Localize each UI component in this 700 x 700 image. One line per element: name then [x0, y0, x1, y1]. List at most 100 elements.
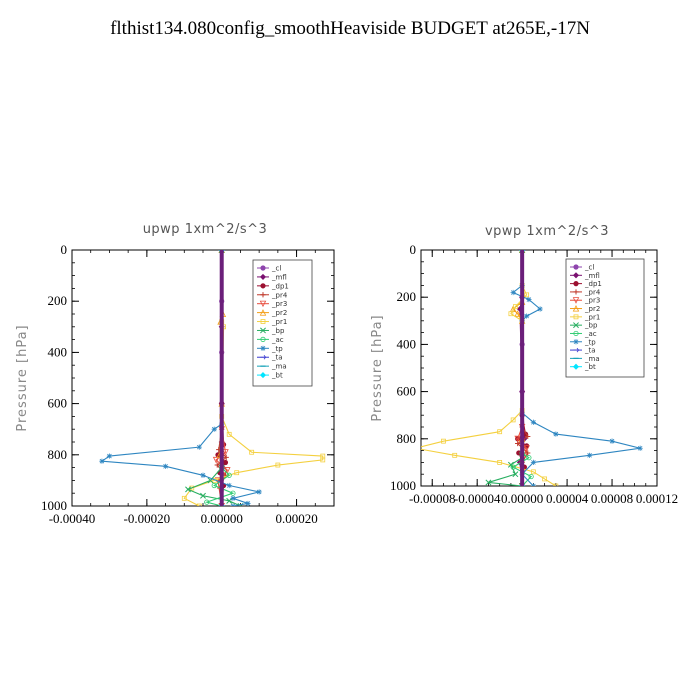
legend-marker [260, 336, 266, 342]
data-point [637, 445, 643, 451]
legend-label: _ac [271, 336, 284, 344]
data-point [609, 438, 615, 444]
data-point [512, 471, 519, 478]
legend-label: _pr4 [271, 291, 288, 299]
legend-label: _pr1 [584, 313, 600, 321]
x-tick-label: 0.00000 [501, 491, 543, 506]
chart-panel-2: 0 200 400 600 800 1000-0.00008-0.00004 0.00000… [370, 224, 678, 506]
figure-title: flthist134.080config_smoothHeaviside BUD… [110, 18, 590, 39]
data-point [530, 419, 536, 425]
legend-marker [260, 345, 266, 351]
data-point [200, 492, 206, 499]
data-point [226, 431, 232, 437]
series-area [421, 250, 643, 486]
data-point [514, 310, 521, 317]
legend-label: _pr3 [584, 297, 600, 305]
series-bp [185, 250, 244, 506]
legend-label: _ac [584, 330, 597, 338]
data-point [320, 457, 326, 463]
data-point [526, 296, 532, 303]
legend-marker [572, 305, 580, 312]
data-point [230, 503, 236, 506]
legend-label: _tp [271, 345, 283, 353]
legend-marker [573, 330, 579, 337]
panel-title: vpwp 1xm^2/s^3 [485, 224, 609, 239]
legend-label: _mfl [584, 272, 600, 280]
series-pr1 [421, 250, 559, 486]
data-point [526, 455, 532, 461]
data-point [181, 495, 187, 501]
data-point [185, 486, 191, 493]
y-tick-label: 400 [48, 344, 68, 359]
data-point [222, 449, 229, 456]
data-point [537, 306, 543, 312]
legend-label: _pr1 [271, 318, 287, 326]
panel-title: upwp 1xm^2/s^3 [143, 222, 268, 237]
legend-label: _pr3 [271, 300, 287, 308]
data-point [230, 495, 236, 501]
y-tick-label: 0 [410, 242, 417, 257]
data-point [524, 292, 530, 298]
y-tick-label: 1000 [41, 498, 67, 513]
data-point [508, 311, 514, 317]
data-point [224, 467, 231, 474]
data-point [524, 313, 530, 319]
y-tick-label: 200 [397, 289, 417, 304]
y-tick-label: 200 [48, 293, 68, 308]
data-point [223, 454, 229, 460]
data-point [525, 433, 531, 440]
data-point [162, 463, 169, 469]
legend-label: _dp1 [271, 282, 289, 290]
series-line [421, 250, 557, 486]
legend-label: _pr2 [584, 305, 600, 313]
data-point [510, 464, 516, 470]
x-tick-label: -0.00008 [409, 491, 456, 506]
data-point [530, 459, 536, 465]
data-point [507, 461, 514, 468]
legend-marker [572, 363, 580, 370]
data-point [441, 438, 446, 444]
series-line [186, 250, 241, 506]
y-tick-label: 800 [48, 447, 68, 462]
data-point [485, 479, 492, 486]
data-point [525, 450, 531, 456]
series-line [100, 250, 260, 506]
legend-marker [572, 297, 580, 304]
legend-label: _pr4 [584, 288, 601, 296]
data-point [497, 429, 503, 435]
data-point [530, 483, 536, 486]
legend-marker [573, 314, 579, 320]
legend-label: _bp [271, 327, 285, 335]
y-tick-label: 600 [48, 396, 68, 411]
chart-panel-1: 0 200 400 600 800 1000-0.00040 -0.00020 0.00000… [15, 222, 335, 526]
data-point [211, 482, 217, 489]
legend-label: _cl [584, 264, 594, 272]
data-point [245, 500, 251, 506]
data-point [249, 449, 255, 455]
legend-label: _tp [584, 338, 596, 346]
y-tick-label: 600 [397, 384, 417, 399]
legend-marker [260, 283, 266, 289]
legend-marker [260, 265, 266, 271]
legend-box [565, 258, 645, 378]
data-point [514, 435, 521, 443]
data-point [234, 470, 240, 476]
y-tick-label: 400 [397, 336, 417, 351]
y-tick-label: 0 [61, 242, 68, 257]
legend-marker [260, 319, 266, 324]
data-point [275, 462, 281, 468]
legend-label: _bp [584, 322, 598, 330]
legend-label: _bt [584, 363, 596, 371]
legend-marker [573, 339, 579, 345]
x-tick-label: 0.00000 [201, 511, 243, 526]
data-point [196, 444, 202, 450]
legend-label: _pr2 [271, 309, 287, 317]
legend-marker [260, 327, 266, 334]
legend-marker [259, 300, 267, 308]
data-point [212, 456, 220, 464]
legend-marker [573, 289, 579, 295]
legend-label: _bt [271, 372, 283, 380]
y-tick-label: 800 [397, 431, 417, 446]
x-tick-label: 0.00008 [591, 491, 633, 506]
